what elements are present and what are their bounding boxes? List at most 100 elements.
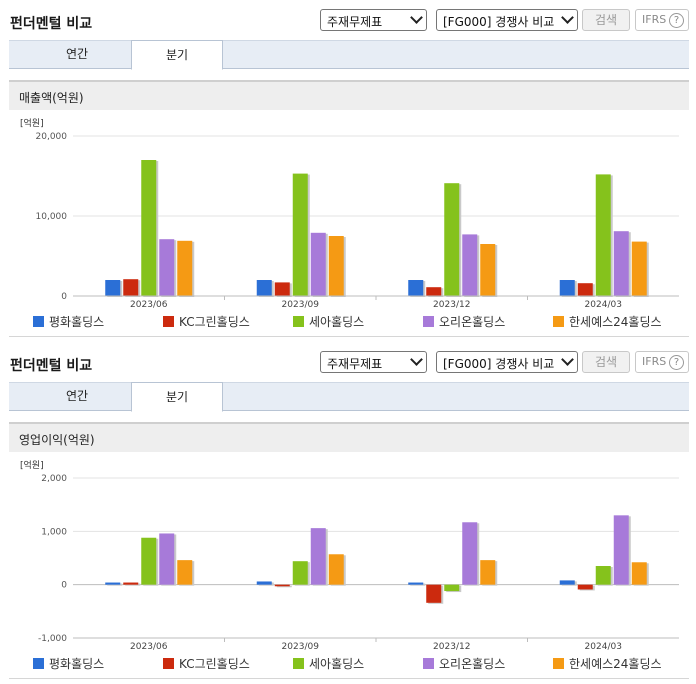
y-tick-label: -1,000 (38, 634, 67, 644)
bar (577, 584, 593, 590)
bar (177, 240, 193, 296)
section-title: 펀더멘털 비교 (10, 358, 93, 374)
legend-swatch (553, 316, 564, 327)
x-tick-label: 2023/06 (130, 642, 168, 652)
compare-group-value: [FG000] 경쟁사 비교 (443, 357, 555, 371)
bar (631, 241, 647, 296)
legend-label: 세아홀딩스 (309, 315, 365, 329)
y-tick-label: 10,000 (36, 212, 68, 222)
bar (177, 560, 193, 585)
legend-swatch (33, 316, 44, 327)
fundamental-section-revenue: 펀더멘털 비교 주재무제표 [FG000] 경쟁사 비교 검색 IFRS ? 연… (0, 9, 696, 337)
y-tick-label: 1,000 (41, 527, 67, 537)
tab-quarterly[interactable]: 분기 (131, 40, 223, 70)
statement-type-select[interactable]: 주재무제표 (320, 9, 427, 31)
bar (310, 232, 326, 296)
legend-item-kcgreen[interactable]: KC그린홀딩스 (163, 313, 250, 330)
statement-type-select[interactable]: 주재무제표 (320, 351, 427, 373)
bar (328, 554, 344, 585)
bar (159, 239, 175, 296)
bar (480, 244, 496, 296)
ifrs-label: IFRS (642, 13, 667, 26)
section-divider (9, 336, 689, 337)
search-button[interactable]: 검색 (582, 351, 630, 373)
fundamental-section-operating-profit: 펀더멘털 비교 주재무제표 [FG000] 경쟁사 비교 검색 IFRS ? 연… (0, 342, 696, 684)
chart-legend: 평화홀딩스 KC그린홀딩스 세아홀딩스 오리온홀딩스 한세예스24홀딩스 (0, 655, 696, 673)
legend-swatch (33, 658, 44, 669)
ifrs-help-button[interactable]: IFRS ? (635, 351, 689, 373)
legend-label: 평화홀딩스 (49, 657, 105, 671)
legend-label: KC그린홀딩스 (179, 315, 250, 329)
legend-label: 오리온홀딩스 (439, 657, 506, 671)
legend-label: 한세예스24홀딩스 (569, 315, 662, 329)
period-tabs: 연간 분기 (9, 382, 689, 412)
chart-legend: 평화홀딩스 KC그린홀딩스 세아홀딩스 오리온홀딩스 한세예스24홀딩스 (0, 313, 696, 331)
bar (274, 282, 290, 296)
legend-label: 한세예스24홀딩스 (569, 657, 662, 671)
revenue-bar-chart: [억원] 0 10,000 20,000 2023/06 2023/09 2023/12 20… (20, 117, 679, 310)
legend-swatch (163, 316, 174, 327)
statement-type-value: 주재무제표 (327, 357, 383, 371)
legend-swatch (293, 658, 304, 669)
chevron-down-icon (410, 353, 423, 366)
bar (256, 280, 272, 296)
x-tick-label: 2023/09 (282, 300, 320, 310)
bar (310, 528, 326, 585)
legend-item-pyunghwa[interactable]: 평화홀딩스 (33, 655, 104, 672)
bar (595, 174, 611, 296)
bar (480, 560, 496, 585)
chevron-down-icon (561, 353, 574, 366)
bar (123, 279, 139, 296)
bar (577, 283, 593, 296)
x-tick-label: 2024/03 (585, 300, 622, 310)
search-button[interactable]: 검색 (582, 9, 630, 31)
ifrs-help-button[interactable]: IFRS ? (635, 9, 689, 31)
bar (426, 584, 442, 603)
legend-item-hansae[interactable]: 한세예스24홀딩스 (553, 655, 662, 672)
x-tick-label: 2023/12 (433, 642, 470, 652)
bar (274, 584, 290, 587)
section-divider (9, 678, 689, 679)
legend-item-pyunghwa[interactable]: 평화홀딩스 (33, 313, 104, 330)
legend-item-kcgreen[interactable]: KC그린홀딩스 (163, 655, 250, 672)
compare-group-select[interactable]: [FG000] 경쟁사 비교 (436, 351, 578, 373)
tab-quarterly[interactable]: 분기 (131, 382, 223, 412)
legend-item-orion[interactable]: 오리온홀딩스 (423, 313, 505, 330)
bar (595, 566, 611, 585)
bar (292, 173, 308, 296)
legend-item-orion[interactable]: 오리온홀딩스 (423, 655, 505, 672)
legend-swatch (163, 658, 174, 669)
legend-item-hansae[interactable]: 한세예스24홀딩스 (553, 313, 662, 330)
legend-label: 평화홀딩스 (49, 315, 105, 329)
help-icon: ? (669, 355, 684, 370)
bar (444, 183, 460, 296)
compare-group-select[interactable]: [FG000] 경쟁사 비교 (436, 9, 578, 31)
bar (123, 582, 139, 585)
ifrs-label: IFRS (642, 355, 667, 368)
tab-annual[interactable]: 연간 (65, 47, 89, 61)
bar (426, 287, 442, 296)
legend-label: 세아홀딩스 (309, 657, 365, 671)
tab-annual[interactable]: 연간 (65, 389, 89, 403)
bar (141, 160, 157, 296)
legend-item-seah[interactable]: 세아홀딩스 (293, 655, 364, 672)
chevron-down-icon (561, 11, 574, 24)
legend-swatch (423, 316, 434, 327)
y-unit-label: [억원] (20, 459, 44, 471)
period-tabs: 연간 분기 (9, 40, 689, 70)
bar (141, 537, 157, 585)
y-tick-label: 2,000 (41, 474, 67, 484)
bar (462, 234, 478, 296)
help-icon: ? (669, 13, 684, 28)
bar (292, 561, 308, 585)
bar (444, 584, 460, 592)
bar (613, 515, 629, 585)
bar (613, 231, 629, 296)
bar (408, 582, 424, 585)
legend-item-seah[interactable]: 세아홀딩스 (293, 313, 364, 330)
compare-group-value: [FG000] 경쟁사 비교 (443, 15, 555, 29)
bar (408, 280, 424, 296)
section-title: 펀더멘털 비교 (10, 16, 93, 32)
x-tick-label: 2023/06 (130, 300, 168, 310)
y-tick-label: 0 (61, 292, 67, 302)
